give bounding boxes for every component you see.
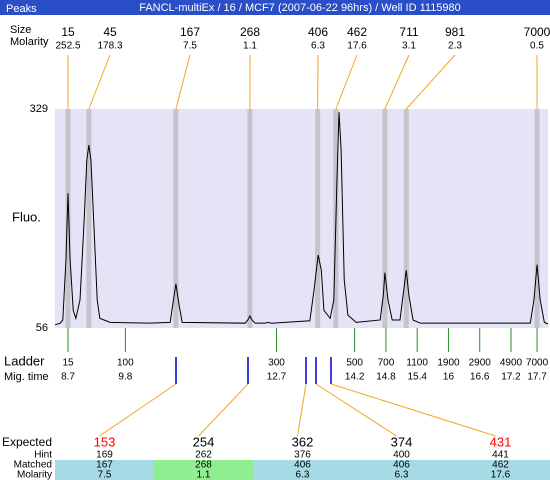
ladder-time: 14.2: [345, 372, 365, 383]
peak-band: [315, 109, 321, 328]
ladder-size: 700: [378, 358, 395, 369]
peak-band: [403, 109, 409, 328]
ladder-time: 15.4: [407, 372, 427, 383]
expected-connector: [198, 383, 249, 437]
ladder-time: 16: [443, 372, 455, 383]
peak-molarity: 252.5: [55, 41, 80, 52]
peak-size: 15: [61, 25, 75, 39]
peak-connector: [88, 54, 111, 110]
ladder-size: 100: [117, 358, 134, 369]
matched-cell: [352, 460, 451, 480]
y-tick-label: 56: [36, 322, 48, 334]
expected-connector: [99, 383, 177, 437]
peak-size: 45: [103, 25, 117, 39]
matched-size: 406: [294, 460, 311, 471]
peak-band: [534, 109, 540, 328]
ladder-time: 16.6: [470, 372, 490, 383]
ladder-size: 15: [62, 358, 74, 369]
ladder-time: 12.7: [267, 372, 287, 383]
peak-size: 268: [240, 25, 260, 39]
matched-molarity: 7.5: [98, 470, 112, 480]
row-label: Molarity: [17, 470, 52, 480]
expected-size: 374: [391, 434, 413, 449]
peak-band: [86, 109, 92, 328]
peak-molarity: 2.3: [448, 41, 462, 52]
matched-molarity: 17.6: [491, 470, 511, 480]
matched-cell: [253, 460, 352, 480]
matched-size: 268: [195, 460, 212, 471]
ladder-size: 500: [346, 358, 363, 369]
peak-size: 7000: [524, 25, 550, 39]
peak-size: 981: [445, 25, 465, 39]
matched-molarity: 6.3: [296, 470, 310, 480]
peak-molarity: 17.6: [347, 41, 367, 52]
peak-molarity: 6.3: [311, 41, 325, 52]
plot-area: [55, 109, 548, 328]
trace: [54, 112, 549, 326]
ladder-time: 17.2: [501, 372, 521, 383]
peak-size: 711: [399, 25, 418, 39]
peak-band: [173, 109, 179, 328]
expected-size: 153: [94, 434, 116, 449]
expected-size: 362: [292, 434, 314, 449]
ladder-time: 17.7: [527, 372, 547, 383]
row-label: Size: [10, 24, 31, 36]
expected-size: 431: [490, 434, 512, 449]
peak-connector: [335, 54, 358, 110]
matched-molarity: 1.1: [197, 470, 211, 480]
hint-size: 169: [96, 450, 113, 461]
ladder-size: 2900: [469, 358, 492, 369]
peak-molarity: 0.5: [530, 41, 544, 52]
peak-molarity: 1.1: [243, 41, 257, 52]
ladder-size: 300: [268, 358, 285, 369]
ladder-time: 8.7: [61, 372, 75, 383]
ladder-time: 9.8: [118, 372, 132, 383]
mig-time-label: Mig. time: [4, 371, 49, 383]
row-label: Expected: [2, 435, 52, 449]
peak-molarity: 7.5: [183, 41, 197, 52]
header-bar: [0, 0, 550, 15]
matched-size: 462: [492, 460, 509, 471]
expected-connector: [330, 383, 496, 437]
hint-size: 400: [393, 450, 410, 461]
peak-band: [382, 109, 388, 328]
matched-size: 167: [96, 460, 113, 471]
y-tick-label: 329: [30, 103, 48, 115]
y-axis-label: Fluo.: [12, 209, 41, 224]
matched-size: 406: [393, 460, 410, 471]
matched-cell: [154, 460, 253, 480]
peak-size: 167: [180, 25, 200, 39]
ladder-size: 7000: [526, 358, 549, 369]
matched-molarity: 6.3: [395, 470, 409, 480]
peak-connector: [405, 54, 456, 110]
ladder-size: 1900: [437, 358, 460, 369]
ladder-time: 14.8: [376, 372, 396, 383]
peak-connector: [384, 54, 410, 110]
expected-connector: [315, 383, 397, 437]
expected-size: 254: [193, 434, 215, 449]
peak-size: 406: [308, 25, 328, 39]
chart-title: FANCL-multiEx / 16 / MCF7 (2007-06-22 96…: [139, 2, 461, 14]
ladder-size: 4900: [500, 358, 523, 369]
peak-connector: [175, 54, 191, 110]
row-label: Hint: [34, 450, 52, 461]
row-label: Molarity: [10, 36, 49, 48]
peaks-header: Peaks: [6, 3, 37, 15]
hint-size: 262: [195, 450, 212, 461]
peak-band: [247, 109, 253, 328]
expected-connector: [297, 383, 307, 437]
ladder-size: 1100: [406, 358, 428, 369]
matched-cell: [451, 460, 550, 480]
hint-size: 441: [492, 450, 509, 461]
peak-size: 462: [347, 25, 367, 39]
row-label: Matched: [14, 460, 52, 471]
peak-molarity: 178.3: [97, 41, 122, 52]
ladder-label: Ladder: [4, 353, 45, 368]
hint-size: 376: [294, 450, 311, 461]
peak-band: [65, 109, 71, 328]
matched-cell: [55, 460, 154, 480]
peak-molarity: 3.1: [402, 41, 416, 52]
